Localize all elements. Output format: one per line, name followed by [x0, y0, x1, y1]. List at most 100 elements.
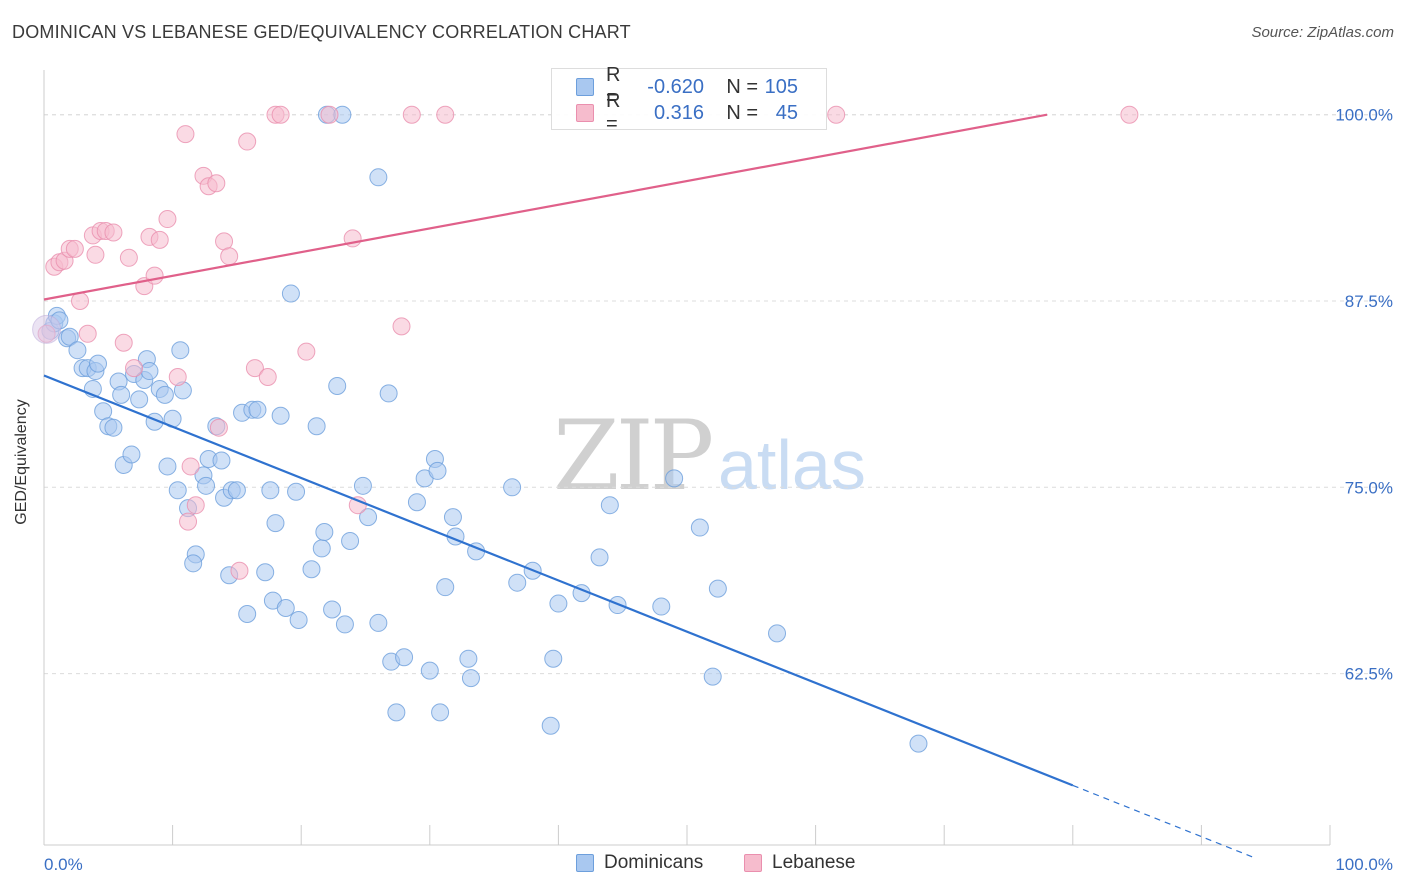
lebanese-point: [65, 239, 84, 258]
source-note: Source: ZipAtlas.com: [1251, 24, 1394, 41]
dominicans-point: [60, 327, 79, 346]
n-value: 105: [764, 75, 798, 98]
lebanese-point: [179, 512, 198, 531]
lebanese-point: [1120, 105, 1139, 124]
dominicans-point: [168, 481, 187, 500]
lebanese-point: [245, 359, 264, 378]
y-tick-label: 75.0%: [1345, 478, 1393, 497]
dominicans-point: [461, 669, 480, 688]
lebanese-swatch: [576, 104, 594, 122]
lebanese-point: [392, 317, 411, 336]
r-value: 0.316: [653, 101, 704, 124]
lebanese-point: [119, 248, 138, 267]
dominicans-trend-line: [43, 374, 1074, 787]
lebanese-point: [258, 368, 277, 387]
x-tick-label: 100.0%: [1335, 855, 1393, 874]
dominicans-point: [341, 531, 360, 550]
dominicans-point: [369, 613, 388, 632]
dominicans-trend-extension: [1072, 784, 1254, 858]
dominicans-point: [248, 400, 267, 419]
lebanese-point: [104, 223, 123, 242]
lebanese-point: [238, 132, 257, 151]
dominicans-point: [302, 560, 321, 579]
dominicans-point: [112, 385, 131, 404]
correlation-legend: R = -0.620 N = 105 R = 0.316 N = 45: [551, 64, 827, 135]
dominicans-point: [407, 493, 426, 512]
dominicans-point: [420, 661, 439, 680]
lebanese-point: [125, 359, 144, 378]
dominicans-point: [541, 716, 560, 735]
lebanese-point: [145, 266, 164, 285]
dominicans-point: [122, 445, 141, 464]
dominicans-point: [549, 594, 568, 613]
r-value: -0.620: [647, 75, 704, 98]
lebanese-point: [207, 174, 226, 193]
dominicans-point: [369, 168, 388, 187]
legend-row-dominicans: R = -0.620 N = 105: [576, 64, 798, 109]
dominicans-point: [104, 418, 123, 437]
lebanese-trend-line: [43, 113, 1048, 301]
lebanese-point: [402, 105, 421, 124]
lebanese-point: [230, 561, 249, 580]
dominicans-point: [544, 649, 563, 668]
series-legend: Dominicans Lebanese: [0, 852, 1406, 878]
lebanese-point: [86, 245, 105, 264]
data-points: [32, 105, 1139, 753]
lebanese-point: [181, 457, 200, 476]
dominicans-point: [328, 376, 347, 395]
lebanese-point: [168, 368, 187, 387]
dominicans-point: [503, 478, 522, 497]
y-tick-label: 100.0%: [1335, 106, 1393, 125]
dominicans-point: [690, 518, 709, 537]
lebanese-point: [209, 418, 228, 437]
dominicans-point: [276, 599, 295, 618]
dominicans-point: [652, 597, 671, 616]
legend-row-lebanese: R = 0.316 N = 45: [576, 90, 798, 135]
dominicans-point: [238, 604, 257, 623]
lebanese-point: [348, 496, 367, 515]
dominicans-point: [227, 481, 246, 500]
dominicans-point: [387, 703, 406, 722]
axes: [43, 70, 1331, 846]
dominicans-point: [287, 482, 306, 501]
dominicans-point: [379, 384, 398, 403]
legend-label-dominicans: Dominicans: [604, 852, 704, 873]
y-tick-label: 87.5%: [1345, 292, 1393, 311]
lebanese-point: [78, 324, 97, 343]
watermark-zip: ZIP: [553, 400, 714, 512]
dominicans-point: [359, 508, 378, 527]
dominicans-point: [158, 457, 177, 476]
dominicans-point: [271, 406, 290, 425]
legend-item-lebanese[interactable]: Lebanese: [744, 852, 855, 874]
lebanese-point: [271, 105, 290, 124]
dominicans-point: [140, 362, 159, 381]
dominicans-point: [289, 610, 308, 629]
lebanese-swatch: [744, 854, 762, 872]
dominicans-point: [909, 734, 928, 753]
dominicans-point: [256, 563, 275, 582]
lebanese-point: [297, 342, 316, 361]
dominicans-point: [431, 703, 450, 722]
dominicans-swatch: [576, 854, 594, 872]
dominicans-point: [590, 548, 609, 567]
chart-title: DOMINICAN VS LEBANESE GED/EQUIVALENCY CO…: [12, 22, 631, 42]
dominicans-point: [323, 600, 342, 619]
dominicans-point: [184, 554, 203, 573]
dominicans-point: [459, 649, 478, 668]
dominicans-point: [335, 615, 354, 634]
dominicans-point: [171, 341, 190, 360]
dominicans-point: [665, 469, 684, 488]
dominicans-point: [395, 648, 414, 667]
legend-item-dominicans[interactable]: Dominicans: [576, 852, 703, 874]
legend-label-lebanese: Lebanese: [772, 852, 856, 873]
dominicans-point: [315, 523, 334, 542]
dominicans-point: [130, 390, 149, 409]
x-tick-label: 0.0%: [44, 855, 83, 874]
lebanese-point: [436, 105, 455, 124]
n-label: N =: [726, 75, 758, 98]
lebanese-point: [186, 496, 205, 515]
dominicans-point: [68, 341, 87, 360]
cluster-point: [32, 314, 62, 344]
r-label: R =: [606, 90, 621, 135]
